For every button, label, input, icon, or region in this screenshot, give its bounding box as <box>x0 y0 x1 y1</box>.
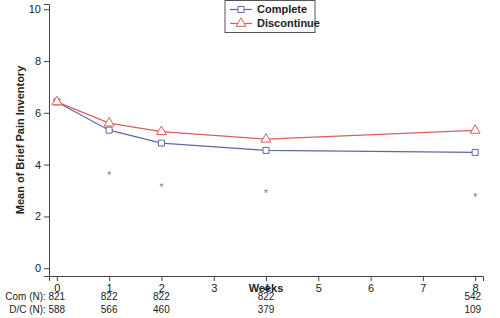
y-tick: 0 <box>35 262 49 274</box>
y-tick-mark <box>44 268 49 269</box>
y-tick-label: 8 <box>35 55 41 67</box>
y-tick-label: 4 <box>35 159 41 171</box>
legend-label: Discontinue <box>257 17 320 29</box>
x-tick-label: 7 <box>420 282 426 294</box>
x-tick: 3 <box>211 276 217 294</box>
x-tick-mark <box>318 276 319 281</box>
series-marker <box>104 117 114 126</box>
y-tick-mark <box>44 9 49 10</box>
y-axis-line <box>44 5 50 277</box>
annotation: * <box>264 188 268 199</box>
count-row-label: Com (N): <box>5 291 46 302</box>
x-tick-mark <box>161 276 162 281</box>
count-row-label: D/C (N): <box>9 304 46 315</box>
legend-marker <box>236 18 246 27</box>
count-value: 822 <box>101 291 118 302</box>
legend-marker <box>238 7 244 13</box>
x-tick: 6 <box>368 276 374 294</box>
x-tick-mark <box>109 276 110 281</box>
annotation: * <box>159 182 163 193</box>
count-value: 822 <box>258 291 275 302</box>
count-value: 822 <box>153 291 170 302</box>
annotation: * <box>473 192 477 203</box>
y-tick-mark <box>44 113 49 114</box>
series-marker <box>263 147 269 153</box>
count-value: 821 <box>48 291 65 302</box>
count-value: 379 <box>258 304 275 315</box>
x-tick: 7 <box>420 276 426 294</box>
legend: Complete Discontinue <box>225 1 320 33</box>
y-tick: 2 <box>35 210 49 222</box>
y-tick: 6 <box>35 107 49 119</box>
y-tick-label: 0 <box>35 262 41 274</box>
y-tick: 8 <box>35 55 49 67</box>
y-tick-label: 6 <box>35 107 41 119</box>
y-tick-mark <box>44 165 49 166</box>
y-tick: 10 <box>29 3 49 15</box>
y-tick-label: 2 <box>35 210 41 222</box>
x-tick-mark <box>475 276 476 281</box>
y-tick: 4 <box>35 159 49 171</box>
y-tick-mark <box>44 216 49 217</box>
y-axis: 0 2 4 6 8 10 <box>29 3 50 276</box>
count-value: 109 <box>464 304 481 315</box>
count-value: 566 <box>101 304 118 315</box>
y-tick-label: 10 <box>29 3 41 15</box>
plot-area <box>52 96 480 155</box>
x-tick-mark <box>214 276 215 281</box>
x-tick: 5 <box>316 276 322 294</box>
series-marker <box>261 134 271 143</box>
x-tick-mark <box>57 276 58 281</box>
chart: 0246810012345678WeeksMean of Brief Pain … <box>0 0 500 318</box>
series-marker <box>158 140 164 146</box>
count-value: 542 <box>464 291 481 302</box>
count-value: 460 <box>153 304 170 315</box>
x-axis-line <box>50 277 484 282</box>
x-tick-label: 3 <box>211 282 217 294</box>
series-marker <box>156 126 166 135</box>
x-tick-label: 5 <box>316 282 322 294</box>
x-tick-mark <box>371 276 372 281</box>
count-value: 588 <box>48 304 65 315</box>
series-marker <box>106 127 112 133</box>
series-marker <box>52 96 62 105</box>
y-axis-title: Mean of Brief Pain Inventory <box>14 65 26 214</box>
series-marker <box>472 149 478 155</box>
y-tick-mark <box>44 61 49 62</box>
legend-label: Complete <box>257 3 307 15</box>
x-tick-mark <box>423 276 424 281</box>
series-marker <box>470 125 480 134</box>
annotation: * <box>107 170 111 181</box>
series-line <box>57 102 475 153</box>
x-tick-label: 6 <box>368 282 374 294</box>
x-tick-mark <box>266 276 267 281</box>
